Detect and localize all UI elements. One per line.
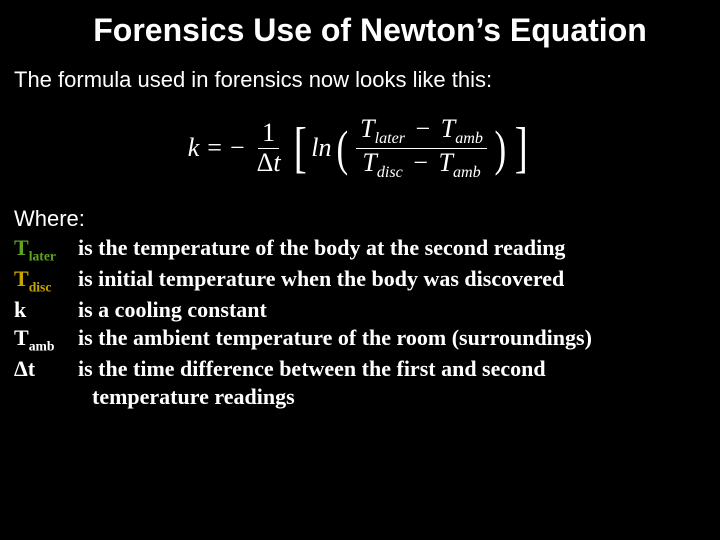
def-row: Δt is the time difference between the fi… [14, 355, 720, 383]
def-row: k is a cooling constant [14, 296, 720, 324]
eq-sub-amb-2: amb [453, 164, 481, 181]
def-text: is the time difference between the first… [78, 355, 546, 383]
eq-minus-2: − [409, 148, 432, 177]
def-row: Tamb is the ambient temperature of the r… [14, 324, 720, 355]
equation: k = − 1 Δt [ ln ( Tlater − Tamb [188, 115, 533, 182]
eq-T1: T [360, 114, 374, 143]
eq-ln: ln [311, 133, 333, 163]
eq-frac-one-over-dt: 1 Δt [253, 119, 285, 177]
def-text: is the temperature of the body at the se… [78, 234, 565, 262]
eq-sub-amb-1: amb [455, 130, 483, 147]
equation-container: k = − 1 Δt [ ln ( Tlater − Tamb [0, 93, 720, 200]
where-label: Where: [0, 200, 720, 232]
eq-T3: T [362, 148, 376, 177]
eq-neg: − [230, 133, 249, 163]
eq-sub-later: later [375, 130, 405, 147]
eq-frac1-num: 1 [262, 118, 275, 147]
eq-equals: = [199, 133, 230, 163]
eq-T2: T [441, 114, 455, 143]
eq-right-bracket: ] [513, 120, 529, 176]
slide-title: Forensics Use of Newton’s Equation [0, 0, 720, 49]
def-row: Tlater is the temperature of the body at… [14, 234, 720, 265]
eq-sub-disc: disc [377, 164, 403, 181]
def-text: is initial temperature when the body was… [78, 265, 564, 293]
def-sym-dt: Δt [14, 355, 78, 383]
def-text: is a cooling constant [78, 296, 267, 324]
eq-frac-temps: Tlater − Tamb Tdisc − Tamb [356, 115, 487, 182]
eq-left-bracket: [ [292, 120, 308, 176]
eq-right-paren: ) [494, 123, 507, 173]
slide: Forensics Use of Newton’s Equation The f… [0, 0, 720, 540]
def-row: Tdisc is initial temperature when the bo… [14, 265, 720, 296]
def-text-cont: temperature readings [14, 383, 720, 411]
def-sym-tamb: Tamb [14, 324, 78, 355]
eq-left-paren: ( [336, 123, 349, 173]
def-sym-tlater: Tlater [14, 234, 78, 265]
eq-frac1-den-t: t [273, 148, 280, 177]
def-sym-tdisc: Tdisc [14, 265, 78, 296]
def-text: is the ambient temperature of the room (… [78, 324, 592, 352]
eq-minus-1: − [412, 114, 435, 143]
def-sym-k: k [14, 296, 78, 324]
eq-frac1-den-delta: Δ [257, 148, 274, 177]
eq-lhs: k [188, 133, 200, 163]
intro-text: The formula used in forensics now looks … [0, 49, 720, 93]
definitions: Tlater is the temperature of the body at… [0, 232, 720, 411]
eq-T4: T [438, 148, 452, 177]
